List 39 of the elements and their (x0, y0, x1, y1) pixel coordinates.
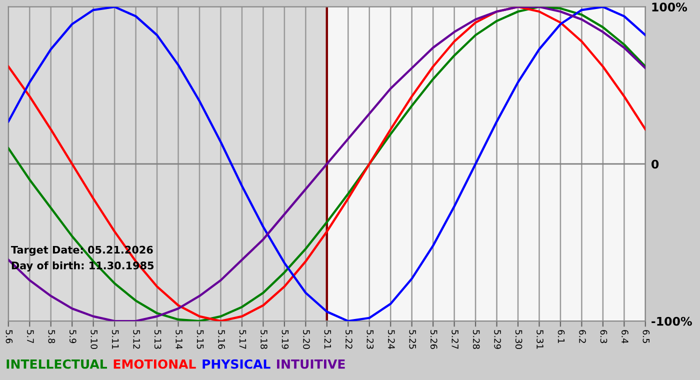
x-tick-label: 5.15 (196, 330, 204, 349)
text: PHYSICAL (202, 359, 270, 369)
x-tick-label: 6.2 (579, 330, 586, 343)
x-tick-label: 5.18 (260, 330, 268, 349)
x-tick-label: 5.22 (346, 330, 352, 349)
text: EMOTIONAL (114, 359, 196, 369)
x-tick-label: 6.4 (622, 330, 628, 344)
x-tick-label: 5.20 (303, 330, 310, 349)
text: INTELLECTUAL (6, 359, 108, 369)
x-tick-label: 5.30 (515, 330, 522, 349)
x-tick-label: 5.12 (133, 330, 140, 349)
x-tick-label: 5.10 (90, 330, 98, 349)
x-tick-label: 5.24 (388, 330, 395, 350)
x-tick-label: 5.28 (472, 330, 480, 349)
y-tick-label: 0 (652, 160, 659, 169)
x-tick-label: 5.13 (154, 330, 162, 349)
x-tick-label: 5.14 (176, 330, 182, 350)
x-tick-label: 5.16 (218, 330, 225, 349)
x-tick-label: 5.11 (112, 330, 119, 349)
x-tick-label: 5.29 (494, 330, 501, 349)
x-tick-label: 6.5 (642, 330, 650, 343)
x-tick-label: 5.25 (409, 330, 416, 349)
x-tick-label: 5.21 (324, 330, 332, 349)
x-tick-label: 5.26 (430, 330, 438, 349)
x-tick-label: 5.23 (366, 330, 374, 349)
text: INTUITIVE (277, 359, 345, 369)
x-tick-label: 5.31 (536, 330, 544, 349)
x-tick-label: 5.6 (6, 330, 13, 344)
y-tick-label: -100% (652, 316, 692, 326)
y-tick-label: 100% (652, 2, 688, 12)
x-tick-label: 5.17 (239, 330, 246, 349)
x-tick-label: 5.8 (48, 330, 56, 344)
x-tick-label: 5.19 (282, 330, 289, 349)
x-tick-label: 6.3 (600, 330, 608, 344)
x-tick-label: 6.1 (558, 330, 565, 343)
line-series (8, 6, 646, 322)
x-tick-label: 5.7 (27, 330, 34, 344)
x-tick-label: 5.9 (69, 330, 76, 344)
x-tick-label: 5.27 (452, 330, 459, 349)
